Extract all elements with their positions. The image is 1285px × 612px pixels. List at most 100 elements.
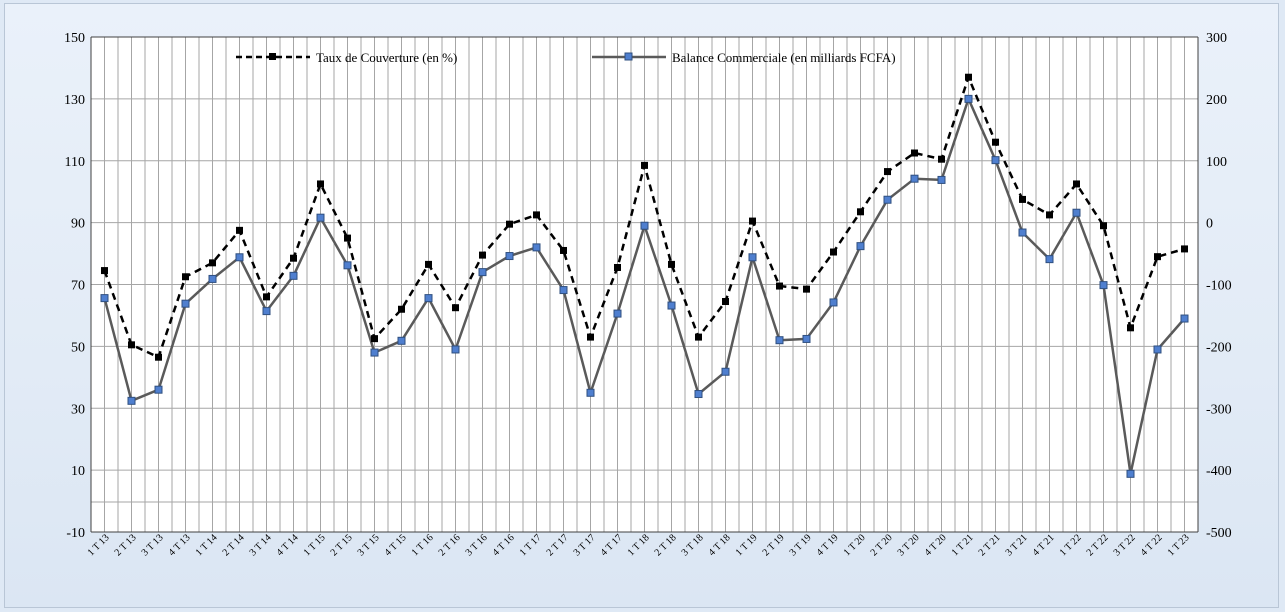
- point-taux: [1073, 180, 1080, 188]
- x-category-label: 3 T 22: [1112, 532, 1138, 558]
- x-category-label: 3 T 15: [356, 532, 382, 558]
- x-category-label: 1 T 21: [950, 532, 976, 558]
- point-balance: [1099, 281, 1108, 290]
- x-category-label: 2 T 22: [1085, 532, 1111, 558]
- x-category-label: 2 T 18: [653, 532, 679, 558]
- legend-marker-taux: [269, 53, 276, 60]
- point-taux: [371, 335, 378, 343]
- x-category-label: 4 T 17: [599, 532, 625, 558]
- point-balance: [343, 261, 352, 270]
- point-balance: [1045, 255, 1054, 264]
- y-left-tick-label: 10: [71, 464, 85, 479]
- point-balance: [154, 385, 163, 394]
- x-category-label: 4 T 21: [1031, 532, 1057, 558]
- point-balance: [100, 294, 109, 303]
- point-balance: [289, 271, 298, 280]
- x-category-label: 1 T 20: [842, 532, 868, 558]
- point-balance: [505, 252, 514, 261]
- point-balance: [775, 336, 784, 345]
- point-balance: [694, 390, 703, 399]
- point-taux: [695, 333, 702, 341]
- point-taux: [749, 217, 756, 225]
- legend-label-balance: Balance Commerciale (en milliards FCFA): [672, 50, 896, 65]
- point-taux: [425, 260, 432, 268]
- x-category-label: 3 T 14: [248, 532, 274, 558]
- point-taux: [101, 267, 108, 275]
- point-balance: [586, 388, 595, 397]
- x-category-label: 4 T 13: [167, 532, 193, 558]
- point-balance: [370, 348, 379, 357]
- point-balance: [640, 221, 649, 230]
- legend-marker-balance: [624, 52, 633, 61]
- y-right-tick-labels: -500 -400 -300 -200 -100 0 100 200 300: [1206, 31, 1232, 541]
- y-right-tick-label: -500: [1206, 526, 1232, 541]
- point-balance: [856, 242, 865, 251]
- point-taux: [1019, 195, 1026, 203]
- x-category-label: 3 T 13: [140, 532, 166, 558]
- y-right-tick-label: -400: [1206, 464, 1232, 479]
- x-category-label: 2 T 15: [329, 532, 355, 558]
- x-category-label: 3 T 20: [896, 532, 922, 558]
- x-category-labels: 1 T 13 2 T 13 3 T 13 4 T 13 1 T 14 2 T 14 3 T …: [86, 532, 1192, 558]
- grid-lines: [90, 36, 1199, 533]
- x-category-label: 3 T 17: [572, 532, 598, 558]
- point-balance: [802, 334, 811, 343]
- x-category-label: 2 T 21: [977, 532, 1003, 558]
- point-taux: [857, 208, 864, 216]
- x-category-label: 3 T 18: [680, 532, 706, 558]
- x-category-label: 3 T 21: [1004, 532, 1030, 558]
- x-category-label: 4 T 22: [1139, 532, 1165, 558]
- x-category-label: 2 T 19: [761, 532, 787, 558]
- point-balance: [532, 243, 541, 252]
- point-taux: [1046, 211, 1053, 219]
- x-category-label: 4 T 18: [707, 532, 733, 558]
- x-category-label: 2 T 16: [437, 532, 463, 558]
- point-balance: [1180, 314, 1189, 323]
- point-taux: [668, 260, 675, 268]
- point-balance: [478, 268, 487, 277]
- y-left-tick-label: 70: [71, 279, 85, 294]
- y-left-tick-label: 110: [65, 155, 85, 170]
- point-balance: [235, 253, 244, 262]
- point-taux: [722, 298, 729, 306]
- point-balance: [127, 396, 136, 405]
- point-taux: [776, 282, 783, 290]
- point-taux: [398, 305, 405, 313]
- point-balance: [397, 336, 406, 345]
- point-balance: [748, 253, 757, 262]
- point-balance: [1126, 469, 1135, 478]
- x-category-label: 4 T 20: [923, 532, 949, 558]
- legend: Taux de Couverture (en %) Balance Commer…: [236, 50, 896, 65]
- x-category-label: 1 T 17: [518, 532, 544, 558]
- point-balance: [964, 94, 973, 103]
- point-balance: [910, 174, 919, 183]
- point-balance: [883, 195, 892, 204]
- point-taux: [938, 155, 945, 163]
- y-left-tick-label: 130: [64, 93, 85, 108]
- point-taux: [587, 333, 594, 341]
- point-taux: [1127, 324, 1134, 332]
- point-taux: [560, 246, 567, 254]
- point-taux: [128, 341, 135, 349]
- point-taux: [182, 273, 189, 281]
- x-category-label: 2 T 14: [221, 532, 247, 558]
- point-taux: [1181, 245, 1188, 253]
- point-taux: [884, 168, 891, 176]
- point-balance: [991, 156, 1000, 165]
- point-taux: [344, 234, 351, 242]
- point-taux: [263, 293, 270, 301]
- y-right-tick-label: 0: [1206, 217, 1213, 232]
- point-balance: [1153, 345, 1162, 354]
- y-left-tick-label: 150: [64, 31, 85, 46]
- x-category-label: 2 T 20: [869, 532, 895, 558]
- point-balance: [262, 307, 271, 316]
- point-taux: [317, 180, 324, 188]
- point-taux: [506, 220, 513, 228]
- point-taux: [290, 254, 297, 262]
- point-taux: [965, 73, 972, 81]
- point-taux: [209, 259, 216, 267]
- legend-label-taux: Taux de Couverture (en %): [316, 50, 457, 65]
- x-category-label: 1 T 15: [302, 532, 328, 558]
- point-balance: [937, 175, 946, 184]
